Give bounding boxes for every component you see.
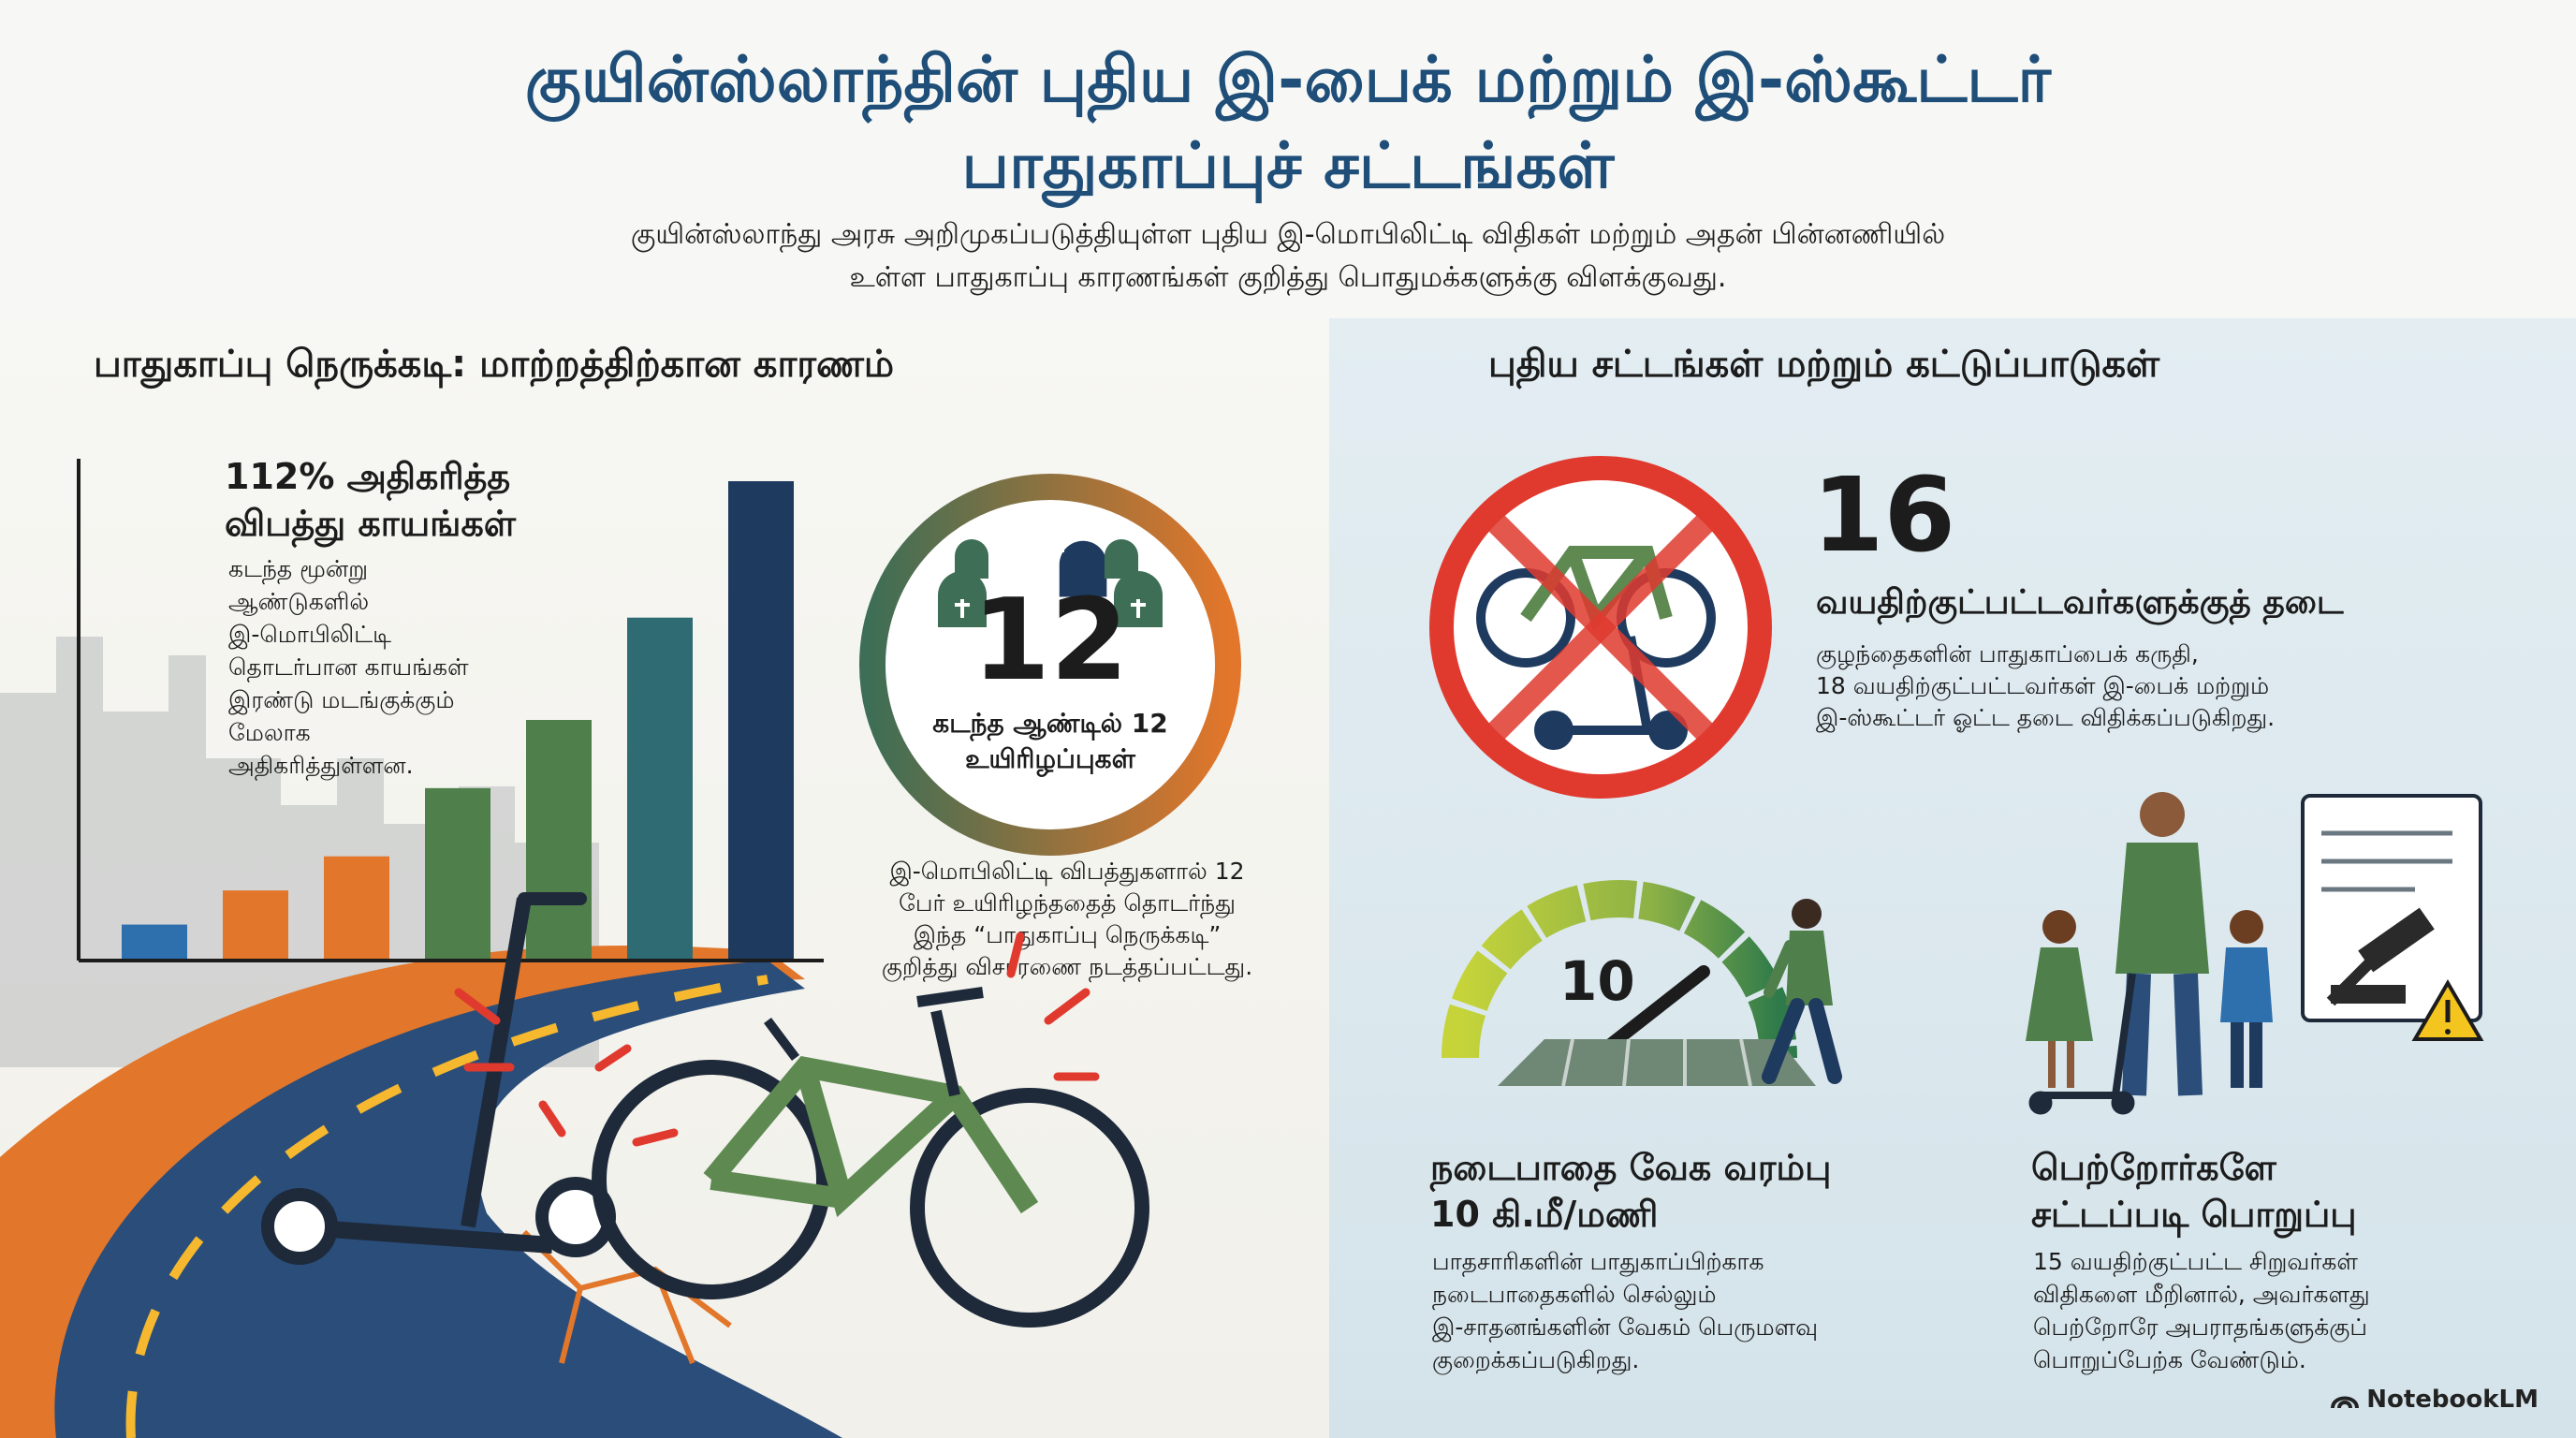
deaths-ring-graphic xyxy=(859,474,1241,856)
no-ebike-prohibition-icon xyxy=(1429,456,1772,799)
age-limit-description: குழந்தைகளின் பாதுகாப்பைக் கருதி, 18 வயதிற… xyxy=(1816,638,2275,734)
left-section-heading: பாதுகாப்பு நெருக்கடி: மாற்றத்திற்கான கார… xyxy=(94,343,895,386)
injury-bar xyxy=(324,856,389,959)
injury-description: கடந்த மூன்று ஆண்டுகளில் இ-மொபிலிட்டி தொடர்ப… xyxy=(228,552,469,782)
speed-limit-description-line: பாதசாரிகளின் பாதுகாப்பிற்காக xyxy=(1432,1248,1764,1275)
e-scooter-icon xyxy=(261,892,616,1265)
parent-icon xyxy=(2115,792,2209,1096)
parent-responsibility-description-line: பொறுப்பேற்க வேண்டும். xyxy=(2033,1346,2306,1373)
deaths-description: இ-மொபிலிட்டி விபத்துகளால் 12 பேர் உயிரிழந… xyxy=(842,856,1292,983)
injury-description-line: இ-மொபிலிட்டி xyxy=(228,621,392,648)
injury-bar-chart xyxy=(77,459,824,962)
gauge-value: 10 xyxy=(1559,949,1635,1013)
walking-person-icon xyxy=(1762,899,1842,1084)
age-limit-title: வயதிற்குட்பட்டவர்களுக்குத் தடை xyxy=(1816,583,2344,622)
injury-bar xyxy=(223,890,288,959)
deaths-description-line: குறித்து விசாரணை நடத்தப்பட்டது. xyxy=(881,953,1253,980)
child-girl-icon xyxy=(2026,910,2093,1088)
speed-limit-description-line: நடைபாதைகளில் செல்லும் xyxy=(1432,1281,1717,1308)
notebooklm-logo-icon xyxy=(2331,1396,2360,1409)
speed-limit-description-line: இ-சாதனங்களின் வேகம் பெருமளவு xyxy=(1432,1313,1819,1341)
parent-responsibility-description-line: விதிகளை மீறினால், அவர்களது xyxy=(2033,1281,2370,1308)
parent-responsibility-description: 15 வயதிற்குட்பட்ட சிறுவர்கள் விதிகளை மீறி… xyxy=(2033,1245,2370,1376)
warning-triangle-icon xyxy=(2411,979,2484,1041)
brand-watermark: NotebookLM xyxy=(2331,1386,2539,1414)
injury-description-line: கடந்த மூன்று xyxy=(228,555,368,582)
page-title: குயின்ஸ்லாந்தின் புதிய இ-பைக் மற்றும் இ-… xyxy=(524,43,2052,203)
speed-limit-description-line: குறைக்கப்படுகிறது. xyxy=(1432,1346,1640,1373)
page-subtitle: குயின்ஸ்லாந்து அரசு அறிமுகப்படுத்தியுள்ள… xyxy=(630,218,1946,294)
speed-limit-title: நடைபாதை வேக வரம்பு 10 கி.மீ/மணி xyxy=(1430,1147,1832,1235)
parent-responsibility-description-line: பெற்றோரே அபராதங்களுக்குப் xyxy=(2033,1313,2367,1341)
injury-description-line: தொடர்பான காயங்கள் xyxy=(228,653,469,681)
speed-limit-description: பாதசாரிகளின் பாதுகாப்பிற்காக நடைபாதைகளில்… xyxy=(1432,1245,1818,1376)
child-boy-icon xyxy=(2220,910,2273,1088)
age-limit-description-line: குழந்தைகளின் பாதுகாப்பைக் கருதி, xyxy=(1816,640,2199,668)
legal-document-icon xyxy=(2301,794,2482,1022)
injury-description-line: அதிகரித்துள்ளன. xyxy=(228,752,414,779)
parent-responsibility-title: பெற்றோர்களே சட்டப்படி பொறுப்பு xyxy=(2031,1147,2357,1235)
right-section-heading: புதிய சட்டங்கள் மற்றும் கட்டுப்பாடுகள் xyxy=(1488,343,2160,386)
injury-bar xyxy=(627,617,693,959)
age-limit-description-line: 18 வயதிற்குட்பட்டவர்கள் இ-பைக் மற்றும் xyxy=(1816,672,2270,699)
injury-bar xyxy=(526,720,592,959)
tombstone-icon xyxy=(938,539,1163,627)
injury-bar xyxy=(728,481,794,959)
impact-burst-icon xyxy=(454,932,1100,1147)
age-limit-number: 16 xyxy=(1812,455,1956,575)
parent-responsibility-description-line: 15 வயதிற்குட்பட்ட சிறுவர்கள் xyxy=(2033,1248,2358,1275)
injury-stat-heading: 112% அதிகரித்த விபத்து காயங்கள் xyxy=(225,456,517,544)
injury-description-line: ஆண்டுகளில் xyxy=(228,588,370,615)
deaths-description-line: பேர் உயிரிழந்ததைத் தொடர்ந்து xyxy=(899,889,1236,917)
injury-bar xyxy=(425,787,490,959)
age-limit-description-line: இ-ஸ்கூட்டர் ஓட்ட தடை விதிக்கப்படுகிறது. xyxy=(1816,704,2276,731)
deaths-description-line: இந்த “பாதுகாப்பு நெருக்கடி” xyxy=(913,921,1222,948)
deaths-description-line: இ-மொபிலிட்டி விபத்துகளால் 12 xyxy=(889,858,1245,885)
injury-description-line: மேலாக xyxy=(228,719,311,746)
kids-scooter-icon xyxy=(2028,973,2136,1115)
pedestrian-sidewalk-illustration xyxy=(1498,899,1842,1087)
deaths-number: 12 xyxy=(972,576,1129,706)
e-bike-icon xyxy=(592,987,1149,1328)
family-legal-document-illustration xyxy=(2026,792,2484,1115)
injury-bar xyxy=(122,924,187,959)
deaths-label: கடந்த ஆண்டில் 12 உயிரிழப்புகள் xyxy=(932,708,1168,774)
injury-description-line: இரண்டு மடங்குக்கும் xyxy=(228,686,455,713)
crashed-scooter-bike-illustration xyxy=(261,892,1149,1328)
